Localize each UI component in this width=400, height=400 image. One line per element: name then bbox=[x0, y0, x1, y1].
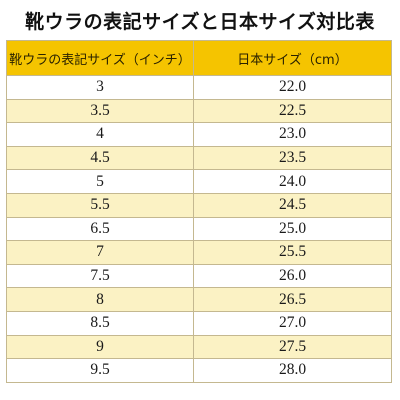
inch-size-cell: 8 bbox=[6, 287, 194, 312]
japan-size-cell: 26.0 bbox=[193, 263, 392, 289]
japan-size-cell: 22.5 bbox=[193, 98, 392, 124]
inch-size-cell: 4 bbox=[6, 122, 194, 147]
japan-size-cell: 24.0 bbox=[193, 169, 392, 194]
table-row: 7 25.5 bbox=[6, 240, 392, 265]
table-row: 8.5 27.0 bbox=[6, 310, 392, 336]
header-japan-size: 日本サイズ（cm） bbox=[193, 40, 392, 76]
inch-size-cell: 6.5 bbox=[6, 216, 194, 242]
page-title: 靴ウラの表記サイズと日本サイズ対比表 bbox=[25, 11, 375, 33]
inch-size-cell: 9 bbox=[6, 334, 194, 360]
table-row: 3 22.0 bbox=[6, 75, 392, 100]
table-row: 5 24.0 bbox=[6, 169, 392, 194]
inch-size-cell: 5.5 bbox=[6, 192, 194, 218]
inch-size-cell: 7.5 bbox=[6, 263, 194, 289]
japan-size-cell: 26.5 bbox=[193, 287, 392, 312]
japan-size-cell: 24.5 bbox=[193, 192, 392, 218]
inch-size-cell: 4.5 bbox=[6, 145, 194, 171]
table-row: 9.5 28.0 bbox=[6, 358, 392, 383]
table-row: 5.5 24.5 bbox=[6, 192, 392, 218]
japan-size-cell: 23.5 bbox=[193, 145, 392, 171]
japan-size-cell: 27.5 bbox=[193, 334, 392, 360]
inch-size-cell: 5 bbox=[6, 169, 194, 194]
inch-size-cell: 7 bbox=[6, 240, 194, 265]
inch-size-cell: 3 bbox=[6, 75, 194, 100]
table-row: 9 27.5 bbox=[6, 334, 392, 360]
japan-size-cell: 28.0 bbox=[193, 358, 392, 383]
table-row: 4 23.0 bbox=[6, 122, 392, 147]
size-comparison-table: 靴ウラの表記サイズ（インチ） 日本サイズ（cm） 3 22.0 3.5 22.5… bbox=[6, 40, 392, 383]
inch-size-cell: 9.5 bbox=[6, 358, 194, 383]
japan-size-cell: 27.0 bbox=[193, 310, 392, 336]
table-row: 4.5 23.5 bbox=[6, 145, 392, 171]
japan-size-cell: 25.5 bbox=[193, 240, 392, 265]
table-row: 3.5 22.5 bbox=[6, 98, 392, 124]
inch-size-cell: 8.5 bbox=[6, 310, 194, 336]
table-header-row: 靴ウラの表記サイズ（インチ） 日本サイズ（cm） bbox=[6, 40, 392, 76]
japan-size-cell: 22.0 bbox=[193, 75, 392, 100]
table-row: 8 26.5 bbox=[6, 287, 392, 312]
table-row: 7.5 26.0 bbox=[6, 263, 392, 289]
japan-size-cell: 25.0 bbox=[193, 216, 392, 242]
table-row: 6.5 25.0 bbox=[6, 216, 392, 242]
header-inch-size: 靴ウラの表記サイズ（インチ） bbox=[6, 40, 194, 76]
inch-size-cell: 3.5 bbox=[6, 98, 194, 124]
japan-size-cell: 23.0 bbox=[193, 122, 392, 147]
